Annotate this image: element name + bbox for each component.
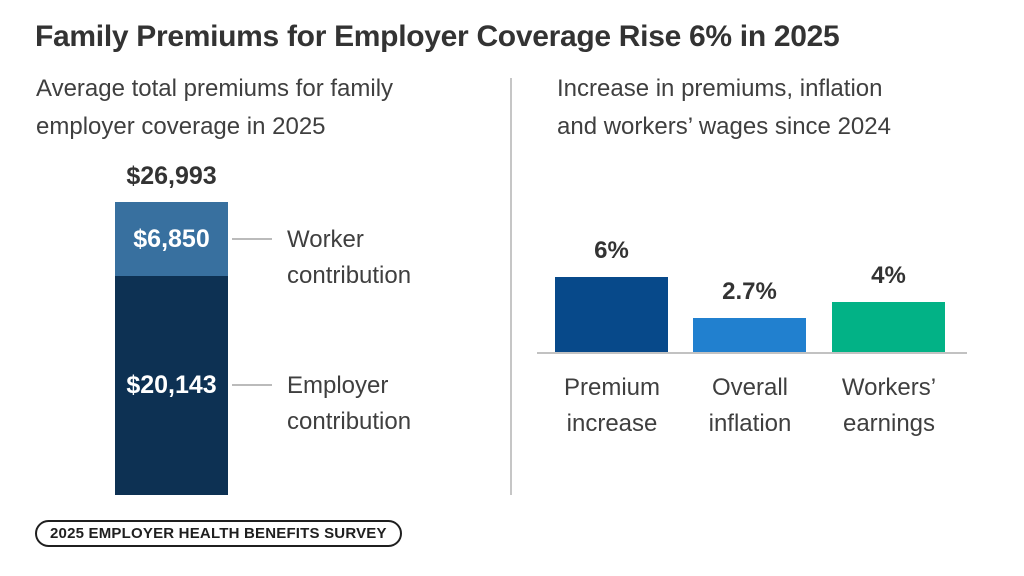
total-premium-value-label: $26,993 bbox=[126, 162, 217, 190]
right-subtitle-line-2: and workers’ wages since 2024 bbox=[557, 113, 891, 140]
worker-contribution-segment: $6,850 bbox=[115, 202, 228, 277]
right-subtitle-line-1: Increase in premiums, inflation bbox=[557, 75, 883, 102]
survey-source-badge: 2025 EMPLOYER HEALTH BENEFITS SURVEY bbox=[35, 520, 402, 547]
right-panel-subtitle: Increase in premiums, inflation and work… bbox=[557, 70, 891, 146]
increase-comparison-chart: 6% 2.7% 4% bbox=[540, 200, 967, 352]
workers-earnings-category-label: Workers’ earnings bbox=[841, 374, 937, 437]
workers-earnings-bar bbox=[832, 302, 945, 352]
worker-contribution-value-label: $6,850 bbox=[133, 224, 210, 253]
worker-callout-line bbox=[232, 238, 272, 240]
worker-contribution-label: Worker contribution bbox=[287, 226, 412, 289]
left-subtitle-line-2: employer coverage in 2025 bbox=[36, 113, 326, 140]
employer-contribution-segment: $20,143 bbox=[115, 276, 228, 495]
employer-callout-line bbox=[232, 384, 272, 386]
workers-earnings-value-label: 4% bbox=[871, 262, 906, 289]
overall-inflation-category-label: Overall inflation bbox=[708, 374, 792, 437]
employer-contribution-label: Employer contribution bbox=[287, 372, 412, 435]
x-axis-baseline bbox=[537, 352, 967, 354]
overall-inflation-bar bbox=[693, 318, 806, 352]
premium-increase-bar bbox=[555, 277, 668, 352]
overall-inflation-value-label: 2.7% bbox=[722, 278, 777, 306]
left-panel-subtitle: Average total premiums for family employ… bbox=[36, 70, 393, 146]
employer-contribution-value-label: $20,143 bbox=[126, 371, 217, 400]
premium-increase-value-label: 6% bbox=[594, 237, 629, 264]
panel-divider bbox=[510, 78, 512, 495]
premium-increase-category-label: Premium increase bbox=[563, 374, 660, 437]
chart-title: Family Premiums for Employer Coverage Ri… bbox=[35, 20, 840, 53]
stacked-premium-bar: $6,850 $20,143 bbox=[115, 202, 228, 495]
left-subtitle-line-1: Average total premiums for family bbox=[36, 75, 394, 102]
